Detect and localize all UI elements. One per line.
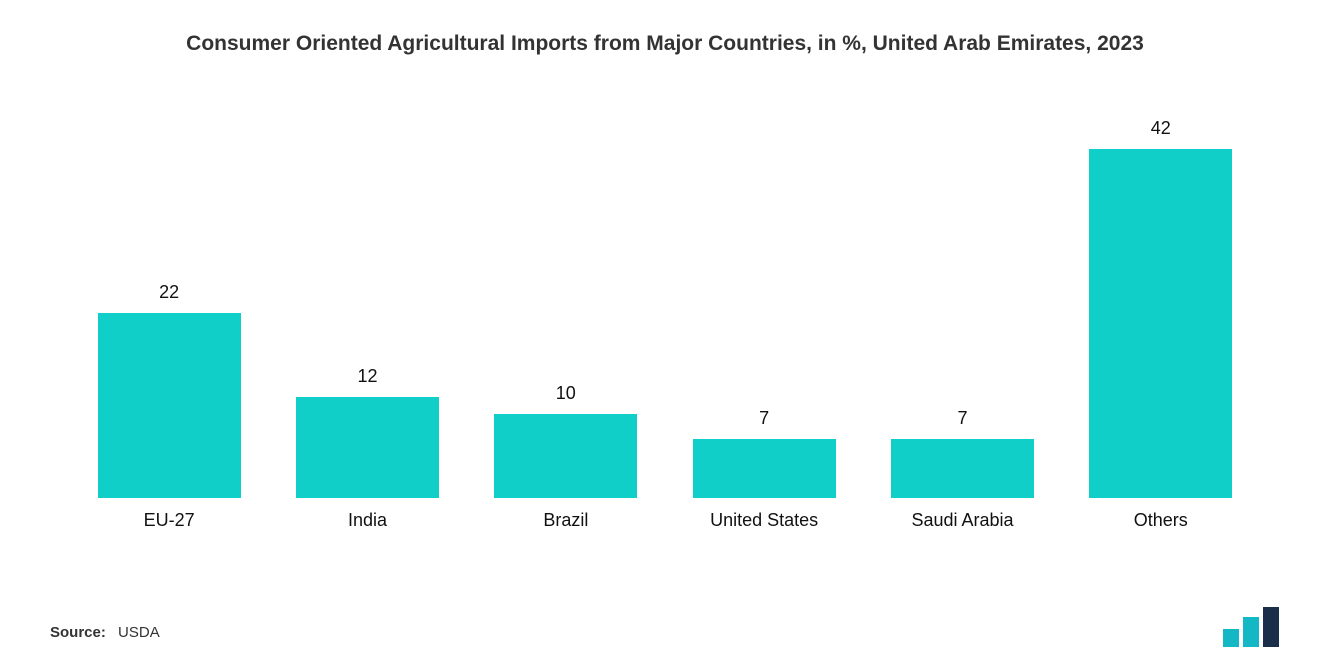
category-label: Others [1062, 510, 1260, 531]
category-label: United States [665, 510, 863, 531]
logo-bar-1 [1223, 629, 1239, 647]
bar-rect [296, 397, 439, 498]
chart-title: Consumer Oriented Agricultural Imports f… [115, 30, 1215, 58]
category-label: Saudi Arabia [863, 510, 1061, 531]
bar-value-label: 10 [556, 383, 576, 404]
source-value: USDA [118, 624, 160, 641]
bar-rect [1089, 149, 1232, 498]
bar-slot: 42 [1062, 118, 1260, 498]
category-labels-row: EU-27 India Brazil United States Saudi A… [60, 510, 1270, 531]
chart-container: Consumer Oriented Agricultural Imports f… [0, 0, 1320, 665]
logo-bar-3 [1263, 607, 1279, 647]
logo-bar-2 [1243, 617, 1259, 647]
bar-rect [98, 313, 241, 499]
bar-slot: 12 [268, 118, 466, 498]
bar-value-label: 22 [159, 282, 179, 303]
category-label: Brazil [467, 510, 665, 531]
bar-slot: 7 [863, 118, 1061, 498]
bar-rect [891, 439, 1034, 498]
source-attribution: Source: USDA [50, 624, 160, 641]
category-label: India [268, 510, 466, 531]
bar-value-label: 42 [1151, 118, 1171, 139]
plot-area: 22 12 10 7 7 42 [60, 118, 1270, 498]
bar-value-label: 7 [759, 408, 769, 429]
bar-rect [693, 439, 836, 498]
bar-rect [494, 414, 637, 498]
bar-value-label: 7 [957, 408, 967, 429]
category-label: EU-27 [70, 510, 268, 531]
bar-slot: 22 [70, 118, 268, 498]
bar-slot: 7 [665, 118, 863, 498]
source-label: Source: [50, 624, 106, 641]
bar-value-label: 12 [357, 366, 377, 387]
bar-slot: 10 [467, 118, 665, 498]
brand-logo-icon [1221, 607, 1285, 647]
